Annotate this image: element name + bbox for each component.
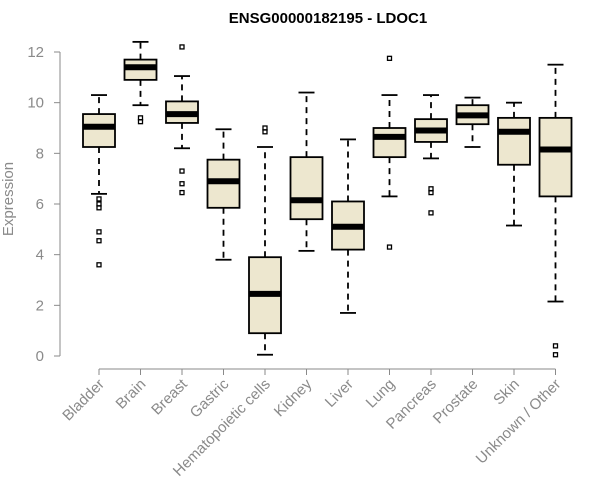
iqr-box — [82, 113, 116, 148]
x-tick-label: Liver — [322, 376, 357, 411]
x-tick-label: Breast — [148, 375, 191, 418]
outlier-point — [428, 189, 434, 196]
y-tick-label: 0 — [36, 348, 44, 365]
axes: 0 2 4 6 8 10 12 — [27, 44, 556, 375]
outlier-point — [386, 55, 393, 61]
iqr-box — [538, 116, 573, 198]
box-group — [538, 63, 573, 358]
chart-title: ENSG00000182195 - LDOC1 — [229, 10, 427, 27]
outlier-point — [96, 229, 102, 235]
box-group — [289, 91, 324, 252]
x-tick-label: Prostate — [430, 376, 482, 428]
boxes — [82, 40, 573, 358]
box-group — [455, 96, 490, 148]
outlier-point — [137, 119, 144, 125]
box-group — [372, 55, 407, 250]
box-group — [497, 101, 531, 227]
outlier-point — [552, 352, 559, 358]
outlier-point — [96, 205, 102, 211]
y-tick-label: 12 — [27, 44, 44, 61]
outlier-point — [179, 189, 185, 196]
box-group — [331, 138, 365, 314]
outlier-point — [262, 129, 268, 135]
box-group — [414, 94, 448, 216]
y-axis-label: Expression — [0, 162, 17, 236]
outlier-point — [386, 244, 393, 250]
x-tick-label: Bladder — [59, 376, 108, 425]
y-tick-label: 10 — [27, 95, 44, 112]
y-tick-label: 8 — [36, 145, 44, 162]
outlier-point — [96, 262, 102, 268]
y-tick-label: 4 — [36, 247, 44, 264]
box-group — [248, 125, 282, 356]
outlier-point — [179, 181, 185, 187]
outlier-point — [96, 196, 102, 202]
box-group — [206, 128, 241, 261]
y-tick-label: 6 — [36, 196, 44, 213]
x-tick-label: Skin — [490, 376, 523, 409]
outlier-point — [552, 343, 559, 349]
box-group — [82, 94, 116, 268]
outlier-point — [179, 168, 185, 174]
x-tick-label: Lung — [363, 376, 399, 412]
x-tick-label: Brain — [113, 376, 150, 413]
x-tick-label: Kidney — [271, 375, 316, 420]
iqr-box — [289, 156, 324, 221]
y-tick-label: 2 — [36, 297, 44, 314]
outlier-point — [96, 238, 102, 244]
box-group — [165, 44, 199, 196]
box-group — [123, 40, 158, 125]
iqr-box — [372, 127, 407, 159]
outlier-point — [179, 44, 185, 50]
outlier-point — [428, 210, 434, 216]
iqr-box — [497, 116, 531, 166]
